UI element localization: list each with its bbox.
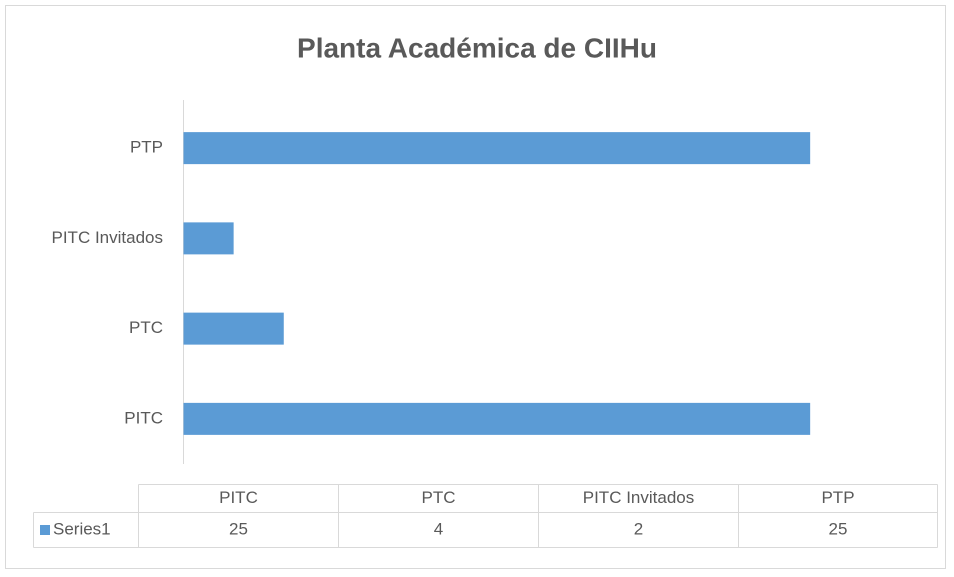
table-value: 25 [229,519,248,538]
bar [183,222,234,255]
chart-border [5,5,946,569]
y-tick-label: PTC [129,318,163,337]
bar [183,402,811,435]
y-tick-label: PTP [130,138,163,157]
table-value: 2 [634,519,643,538]
y-tick-label: PITC Invitados [52,228,164,247]
chart-title: Planta Académica de CIIHu [297,32,657,63]
table-header: PTC [422,488,456,507]
bar [183,312,284,345]
legend-label: Series1 [53,519,111,538]
table-value: 4 [434,519,443,538]
table-header: PTP [821,488,854,507]
bar [183,132,811,165]
table-header: PITC [219,488,258,507]
table-header: PITC Invitados [583,488,695,507]
y-tick-label: PITC [124,408,163,427]
table-value: 25 [829,519,848,538]
legend-key [40,525,50,535]
